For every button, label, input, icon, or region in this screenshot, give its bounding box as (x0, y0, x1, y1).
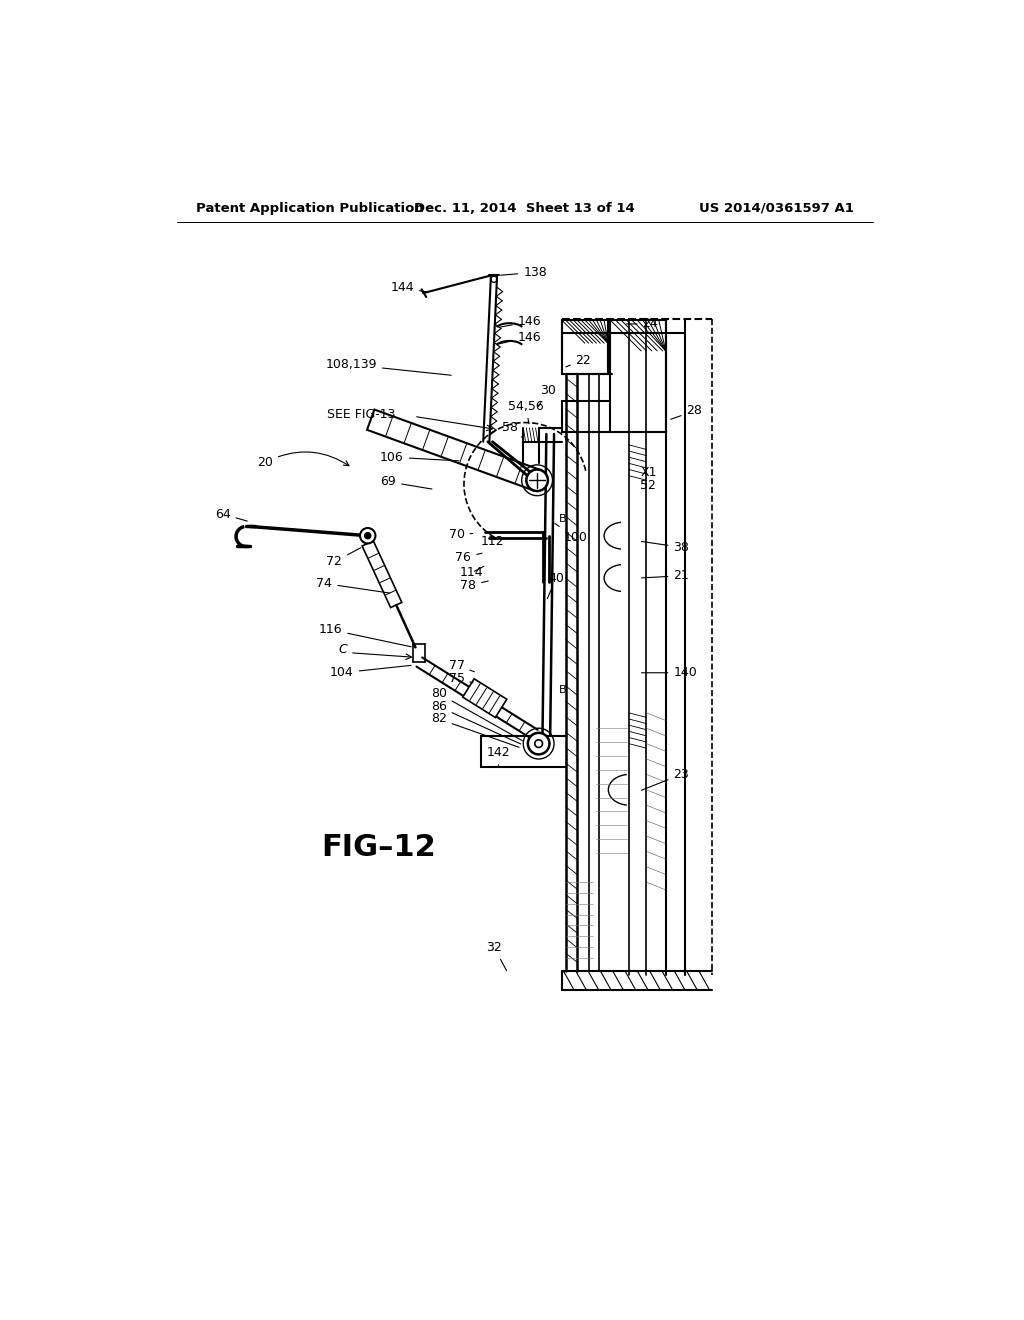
Text: 58: 58 (503, 421, 521, 437)
Text: 40: 40 (548, 572, 564, 598)
Text: FIG–12: FIG–12 (322, 833, 436, 862)
Text: 138: 138 (501, 265, 547, 279)
Text: 24: 24 (626, 317, 658, 330)
Text: US 2014/0361597 A1: US 2014/0361597 A1 (699, 202, 854, 215)
Circle shape (528, 733, 550, 755)
Text: 20: 20 (257, 451, 349, 469)
Text: 112: 112 (481, 536, 505, 548)
Text: 75: 75 (449, 672, 473, 685)
Text: 32: 32 (486, 941, 507, 970)
Text: 114: 114 (460, 566, 484, 579)
Text: SEE FIG-13: SEE FIG-13 (327, 408, 395, 421)
Text: 80: 80 (431, 686, 522, 741)
Text: 140: 140 (642, 667, 697, 680)
Text: 146: 146 (498, 330, 542, 345)
Text: 21: 21 (641, 569, 689, 582)
Text: 70: 70 (449, 528, 473, 541)
Text: 106: 106 (380, 450, 459, 463)
Text: 54,56: 54,56 (508, 400, 544, 424)
Text: 108,139: 108,139 (326, 358, 452, 375)
Text: 146: 146 (499, 315, 542, 329)
Text: 69: 69 (381, 475, 432, 488)
Text: 74: 74 (316, 577, 389, 593)
Text: 23: 23 (641, 768, 689, 791)
Text: 86: 86 (431, 700, 521, 744)
Text: 77: 77 (449, 659, 474, 672)
Text: C: C (339, 643, 347, 656)
Text: 82: 82 (431, 713, 519, 747)
Circle shape (526, 470, 548, 491)
Text: 104: 104 (330, 665, 412, 680)
Text: B: B (559, 513, 566, 524)
Text: B: B (559, 685, 566, 694)
Text: 116: 116 (318, 623, 412, 647)
Text: 38: 38 (641, 541, 689, 554)
Text: Patent Application Publication: Patent Application Publication (196, 202, 424, 215)
Text: 22: 22 (566, 354, 592, 367)
Polygon shape (463, 678, 507, 718)
Text: Dec. 11, 2014  Sheet 13 of 14: Dec. 11, 2014 Sheet 13 of 14 (415, 202, 635, 215)
Text: 78: 78 (460, 579, 488, 593)
Text: 72: 72 (327, 548, 360, 569)
Text: 100: 100 (555, 524, 587, 544)
Polygon shape (367, 409, 541, 491)
Text: 64: 64 (215, 508, 247, 521)
Text: 30: 30 (539, 384, 556, 407)
Text: 28: 28 (671, 404, 702, 420)
Text: 52: 52 (640, 479, 656, 492)
Text: 76: 76 (456, 550, 482, 564)
Text: 144: 144 (390, 281, 427, 294)
Text: 142: 142 (486, 746, 510, 766)
Polygon shape (362, 541, 401, 607)
Circle shape (365, 532, 371, 539)
Text: X1: X1 (640, 466, 656, 479)
Circle shape (360, 528, 376, 544)
Circle shape (535, 739, 543, 747)
